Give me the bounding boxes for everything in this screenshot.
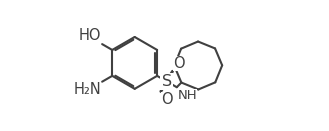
Text: O: O xyxy=(162,92,173,107)
Text: H₂N: H₂N xyxy=(74,82,101,97)
Text: O: O xyxy=(173,56,185,71)
Text: S: S xyxy=(162,74,172,89)
Text: NH: NH xyxy=(177,89,197,102)
Text: HO: HO xyxy=(79,28,101,43)
